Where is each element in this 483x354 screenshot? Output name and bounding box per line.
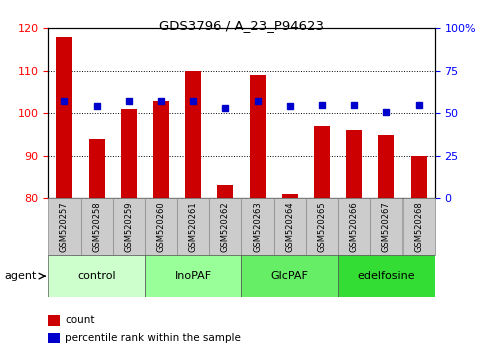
- Text: GSM520261: GSM520261: [189, 201, 198, 252]
- Text: GSM520268: GSM520268: [414, 201, 423, 252]
- Bar: [314, 126, 330, 198]
- Bar: [57, 37, 72, 198]
- Bar: [274, 198, 306, 255]
- Bar: [153, 101, 169, 198]
- Bar: [145, 255, 242, 297]
- Text: GDS3796 / A_23_P94623: GDS3796 / A_23_P94623: [159, 19, 324, 33]
- Text: GSM520263: GSM520263: [253, 201, 262, 252]
- Text: agent: agent: [5, 271, 37, 281]
- Text: count: count: [65, 315, 95, 325]
- Bar: [378, 135, 395, 198]
- Bar: [113, 198, 145, 255]
- Bar: [48, 198, 81, 255]
- Text: GlcPAF: GlcPAF: [271, 271, 309, 281]
- Bar: [370, 198, 402, 255]
- Text: GSM520260: GSM520260: [156, 201, 166, 252]
- Text: edelfosine: edelfosine: [357, 271, 415, 281]
- Text: InoPAF: InoPAF: [175, 271, 212, 281]
- Bar: [121, 109, 137, 198]
- Bar: [81, 198, 113, 255]
- Bar: [338, 255, 435, 297]
- Text: GSM520264: GSM520264: [285, 201, 294, 252]
- Bar: [217, 185, 233, 198]
- Text: GSM520257: GSM520257: [60, 201, 69, 252]
- Bar: [306, 198, 338, 255]
- Bar: [242, 255, 338, 297]
- Bar: [411, 156, 426, 198]
- Bar: [88, 139, 105, 198]
- Text: GSM520265: GSM520265: [317, 201, 327, 252]
- Bar: [145, 198, 177, 255]
- Bar: [185, 71, 201, 198]
- Bar: [282, 194, 298, 198]
- Bar: [242, 198, 274, 255]
- Text: GSM520259: GSM520259: [124, 201, 133, 252]
- Text: percentile rank within the sample: percentile rank within the sample: [65, 333, 241, 343]
- Text: GSM520267: GSM520267: [382, 201, 391, 252]
- Text: control: control: [77, 271, 116, 281]
- Bar: [177, 198, 209, 255]
- Text: GSM520266: GSM520266: [350, 201, 359, 252]
- Bar: [338, 198, 370, 255]
- Bar: [402, 198, 435, 255]
- Text: GSM520258: GSM520258: [92, 201, 101, 252]
- Bar: [48, 255, 145, 297]
- Text: GSM520262: GSM520262: [221, 201, 230, 252]
- Bar: [209, 198, 242, 255]
- Bar: [250, 75, 266, 198]
- Bar: [346, 130, 362, 198]
